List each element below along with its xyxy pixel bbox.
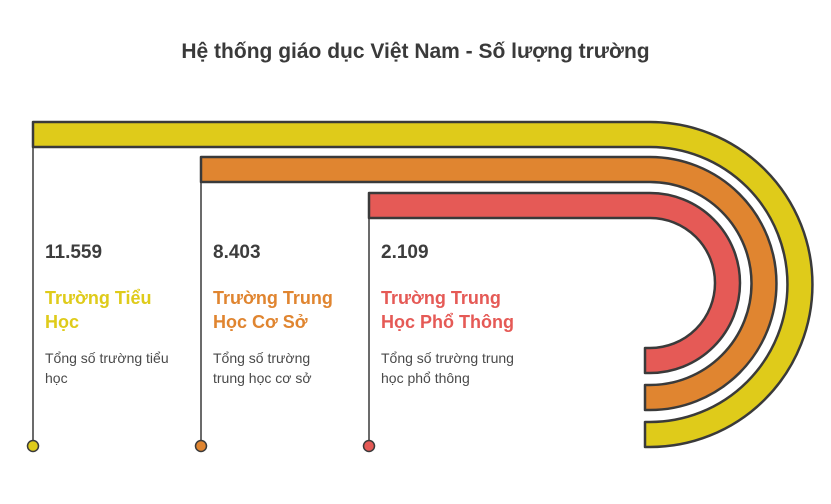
item-value: 8.403 [213,242,261,263]
item-lower-secondary-school: 8.403 Trường Trung Học Cơ Sở Tổng số trư… [213,242,373,388]
item-description: Tổng số trường tiểu học [45,350,169,386]
item-description: Tổng số trường trung học phổ thông [381,350,514,386]
band-upper-secondary-school [367,191,742,375]
band-lower-secondary-school [199,155,778,412]
item-label: Trường Trung Học Cơ Sở [213,288,333,332]
dot-lower-secondary [194,439,208,453]
dot-upper-secondary [362,439,376,453]
item-upper-secondary-school: 2.109 Trường Trung Học Phổ Thông Tổng số… [381,242,541,388]
diagram-title: Hệ thống giáo dục Việt Nam - Số lượng tr… [181,40,650,63]
item-label: Trường Tiểu Học [45,288,152,332]
item-description: Tổng số trường trung học cơ sở [213,350,312,386]
band-primary-school [31,120,814,449]
item-label: Trường Trung Học Phổ Thông [381,288,514,332]
item-value: 11.559 [45,242,103,263]
item-primary-school: 11.559 Trường Tiểu Học Tổng số trường ti… [45,242,205,388]
dot-primary [26,439,40,453]
item-value: 2.109 [381,242,429,263]
